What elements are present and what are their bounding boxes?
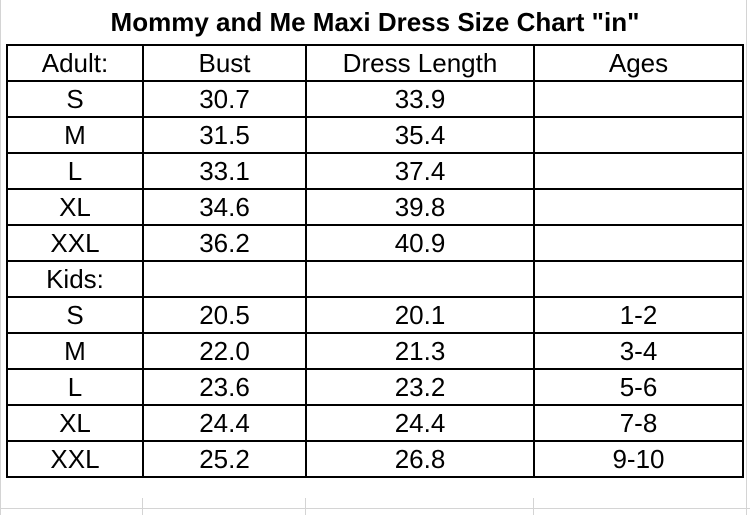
table-cell: 23.6 — [142, 368, 307, 406]
table-row: M 31.5 35.4 — [6, 116, 744, 154]
table-cell: 9-10 — [533, 440, 744, 478]
table-cell — [533, 116, 744, 154]
table-cell — [533, 260, 744, 298]
table-cell: 22.0 — [142, 332, 307, 370]
table-cell — [533, 152, 744, 190]
table-cell: 7-8 — [533, 404, 744, 442]
table-cell: 26.8 — [305, 440, 535, 478]
table-cell: 33.9 — [305, 80, 535, 118]
table-cell: 35.4 — [305, 116, 535, 154]
header-row: Adult: Bust Dress Length Ages — [6, 44, 744, 82]
table-row: XXL 36.2 40.9 — [6, 224, 744, 262]
table-cell: 31.5 — [142, 116, 307, 154]
table-cell: 23.2 — [305, 368, 535, 406]
header-cell: Dress Length — [305, 44, 535, 82]
table-cell: 1-2 — [533, 296, 744, 334]
table-cell: 34.6 — [142, 188, 307, 226]
table-cell: XXL — [6, 224, 144, 262]
table-row: Kids: — [6, 260, 744, 298]
table-cell: S — [6, 80, 144, 118]
table-row: XL 24.4 24.4 7-8 — [6, 404, 744, 442]
table-row: XXL 25.2 26.8 9-10 — [6, 440, 744, 478]
size-table: Adult: Bust Dress Length Ages S 30.7 33.9 M 31.5… — [6, 44, 744, 478]
table-row: L 23.6 23.2 5-6 — [6, 368, 744, 406]
table-row: S 20.5 20.1 1-2 — [6, 296, 744, 334]
table-cell: 36.2 — [142, 224, 307, 262]
table-cell: XL — [6, 188, 144, 226]
table-cell: 30.7 — [142, 80, 307, 118]
table-cell: 40.9 — [305, 224, 535, 262]
table-cell: 39.8 — [305, 188, 535, 226]
table-cell — [533, 224, 744, 262]
sheet-grid-line — [746, 0, 747, 515]
table-cell: 20.5 — [142, 296, 307, 334]
table-cell: 3-4 — [533, 332, 744, 370]
table-cell: 5-6 — [533, 368, 744, 406]
table-cell — [533, 188, 744, 226]
table-cell: 24.4 — [142, 404, 307, 442]
table-cell: 21.3 — [305, 332, 535, 370]
sheet-grid-line — [533, 498, 534, 515]
header-cell: Bust — [142, 44, 307, 82]
sheet-grid-line — [142, 498, 143, 515]
sheet-grid-line — [0, 508, 750, 509]
table-cell: 20.1 — [305, 296, 535, 334]
table-cell: M — [6, 116, 144, 154]
table-cell: 37.4 — [305, 152, 535, 190]
table-cell: 25.2 — [142, 440, 307, 478]
table-row: XL 34.6 39.8 — [6, 188, 744, 226]
sheet-grid-line — [0, 0, 1, 515]
table-row: L 33.1 37.4 — [6, 152, 744, 190]
table-cell: Kids: — [6, 260, 144, 298]
table-cell: S — [6, 296, 144, 334]
table-cell — [305, 260, 535, 298]
table-cell: XL — [6, 404, 144, 442]
header-cell: Adult: — [6, 44, 144, 82]
table-cell: XXL — [6, 440, 144, 478]
header-cell: Ages — [533, 44, 744, 82]
table-title: Mommy and Me Maxi Dress Size Chart "in" — [110, 7, 640, 37]
table-cell: M — [6, 332, 144, 370]
table-cell: 24.4 — [305, 404, 535, 442]
table-cell: L — [6, 368, 144, 406]
table-cell: 33.1 — [142, 152, 307, 190]
table-cell — [142, 260, 307, 298]
sheet-grid-line — [305, 498, 306, 515]
table-cell: L — [6, 152, 144, 190]
table-row: S 30.7 33.9 — [6, 80, 744, 118]
table-cell — [533, 80, 744, 118]
table-row: M 22.0 21.3 3-4 — [6, 332, 744, 370]
